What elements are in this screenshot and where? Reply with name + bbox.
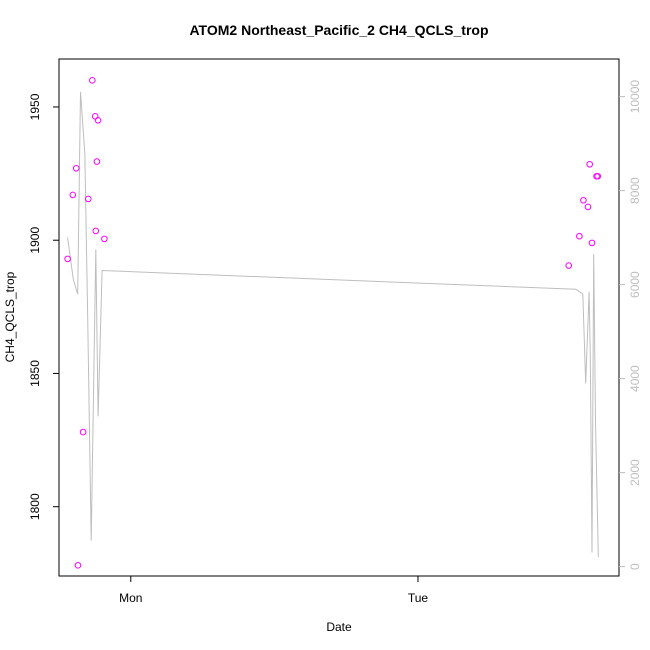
data-point — [72, 164, 80, 172]
y-left-tick-label: 1850 — [28, 360, 42, 387]
y-right-axis: 0 2000 4000 6000 8000 10000 — [619, 80, 642, 570]
y-right-tick-label: 2000 — [628, 459, 642, 486]
data-point — [565, 262, 573, 269]
x-axis: Mon Tue — [119, 576, 428, 605]
y-right-tick-label: 0 — [628, 563, 642, 570]
data-point — [92, 227, 100, 235]
data-point — [588, 239, 596, 247]
y-right-tick-label: 6000 — [628, 271, 642, 298]
y-right-tick-label: 10000 — [628, 80, 642, 114]
data-point — [93, 158, 101, 165]
y-right-tick-label: 4000 — [628, 365, 642, 392]
data-point — [79, 428, 87, 436]
y-left-tick-label: 1950 — [28, 93, 42, 120]
data-point — [576, 232, 583, 240]
data-point — [101, 235, 108, 243]
data-point — [91, 112, 99, 120]
plot-frame — [58, 58, 620, 577]
data-point — [64, 255, 71, 263]
data-point — [586, 160, 594, 168]
y-left-tick-label: 1800 — [28, 493, 42, 520]
data-point — [594, 172, 602, 180]
data-point — [84, 195, 92, 203]
x-axis-label: Date — [326, 620, 352, 634]
y-left-axis: 1800 1850 1900 1950 — [28, 93, 59, 520]
chart-title: ATOM2 Northeast_Pacific_2 CH4_QCLS_trop — [189, 22, 488, 38]
x-tick-label: Mon — [119, 591, 142, 605]
x-tick-label: Tue — [408, 591, 429, 605]
data-point — [69, 191, 77, 199]
y-right-tick-label: 8000 — [628, 177, 642, 204]
y-left-tick-label: 1900 — [28, 227, 42, 254]
data-point — [584, 203, 592, 211]
altitude-line — [67, 91, 599, 558]
data-point — [89, 77, 96, 84]
data-point — [94, 116, 102, 124]
data-point — [580, 196, 587, 204]
data-point — [74, 562, 82, 569]
y-axis-label: CH4_QCLS_trop — [3, 271, 17, 362]
series-layer — [64, 77, 602, 569]
